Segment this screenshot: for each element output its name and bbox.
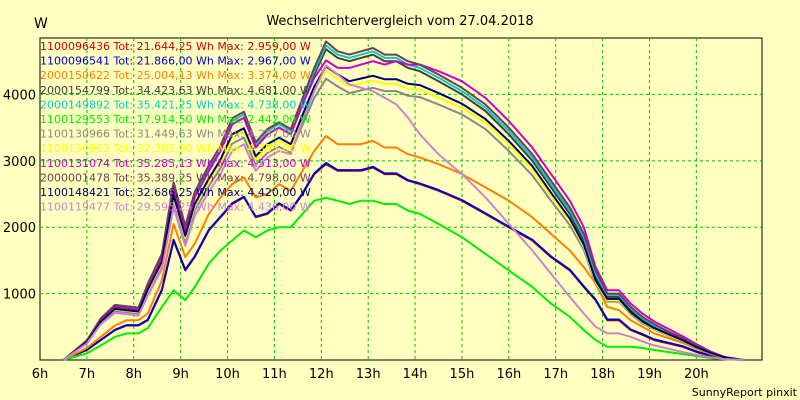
legend: 1100096436 Tot: 21.644,25 Wh Max: 2.959,… bbox=[40, 40, 311, 214]
legend-entry-11: 1100148421 Tot: 32.686,25 Wh Max: 4.420,… bbox=[40, 186, 311, 199]
legend-entry-4: 2000154799 Tot: 34.423,63 Wh Max: 4.681,… bbox=[40, 84, 311, 97]
plot-area bbox=[39, 37, 763, 361]
x-tick-label: 13h bbox=[356, 367, 381, 382]
series-line-6 bbox=[63, 196, 744, 361]
legend-entry-10: 2000001478 Tot: 35.389,25 Wh Max: 4.798,… bbox=[40, 171, 311, 184]
x-tick-label: 18h bbox=[590, 367, 615, 382]
legend-entry-6: 1100129553 Tot: 17.914,50 Wh Max: 2.442,… bbox=[40, 113, 311, 126]
legend-entry-5: 2000149892 Tot: 35.421,25 Wh Max: 4.738,… bbox=[40, 98, 311, 111]
series-line-3 bbox=[62, 135, 744, 361]
x-tick-label: 6h bbox=[32, 367, 49, 382]
x-tick-label: 9h bbox=[172, 367, 189, 382]
series-line-2 bbox=[62, 162, 744, 361]
legend-entry-7: 1100130966 Tot: 31.449,63 Wh Max: 4.237,… bbox=[40, 128, 311, 141]
legend-entry-12: 1100119477 Tot: 29.595,25 Wh Max: 4.436,… bbox=[40, 201, 311, 214]
series-line-12 bbox=[62, 64, 744, 361]
x-tick-label: 20h bbox=[684, 367, 709, 382]
x-tick-label: 10h bbox=[215, 367, 240, 382]
x-tick-label: 17h bbox=[543, 367, 568, 382]
legend-entry-9: 1100131074 Tot: 35.285,13 Wh Max: 4.513,… bbox=[40, 157, 311, 170]
x-tick-label: 15h bbox=[450, 367, 475, 382]
y-axis-ticks: 1000 2000 3000 4000 bbox=[3, 88, 36, 302]
legend-entry-1: 1100096436 Tot: 21.644,25 Wh Max: 2.959,… bbox=[40, 40, 311, 53]
x-tick-label: 16h bbox=[496, 367, 521, 382]
series-lines bbox=[62, 40, 744, 361]
legend-entry-2: 1100096541 Tot: 21.866,00 Wh Max: 2.967,… bbox=[40, 55, 311, 68]
y-axis-unit: W bbox=[34, 16, 48, 32]
y-tick-label: 3000 bbox=[3, 155, 36, 170]
legend-entry-8: 1100130962 Tot: 32.303,00 Wh Max: 4.353,… bbox=[40, 142, 311, 155]
x-tick-label: 11h bbox=[262, 367, 287, 382]
chart-title: Wechselrichtervergleich vom 27.04.2018 bbox=[266, 14, 533, 29]
x-tick-label: 7h bbox=[79, 367, 96, 382]
legend-entry-3: 2000150622 Tot: 25.004,13 Wh Max: 3.374,… bbox=[40, 69, 311, 82]
series-line-10 bbox=[62, 40, 744, 361]
series-line-9 bbox=[62, 59, 744, 361]
x-tick-label: 19h bbox=[637, 367, 662, 382]
x-tick-label: 12h bbox=[309, 367, 334, 382]
x-tick-label: 14h bbox=[403, 367, 428, 382]
x-axis-ticks: 6h 7h 8h 9h 10h 11h 12h 13h 14h 15h 16h 17h 18h 19h 20… bbox=[32, 367, 709, 382]
series-line-11 bbox=[62, 65, 744, 361]
y-tick-label: 2000 bbox=[3, 221, 36, 236]
y-tick-label: 4000 bbox=[3, 88, 36, 103]
x-tick-label: 8h bbox=[126, 367, 143, 382]
chart-credit: SunnyReport pinxit bbox=[692, 386, 798, 399]
y-tick-label: 1000 bbox=[3, 288, 36, 303]
